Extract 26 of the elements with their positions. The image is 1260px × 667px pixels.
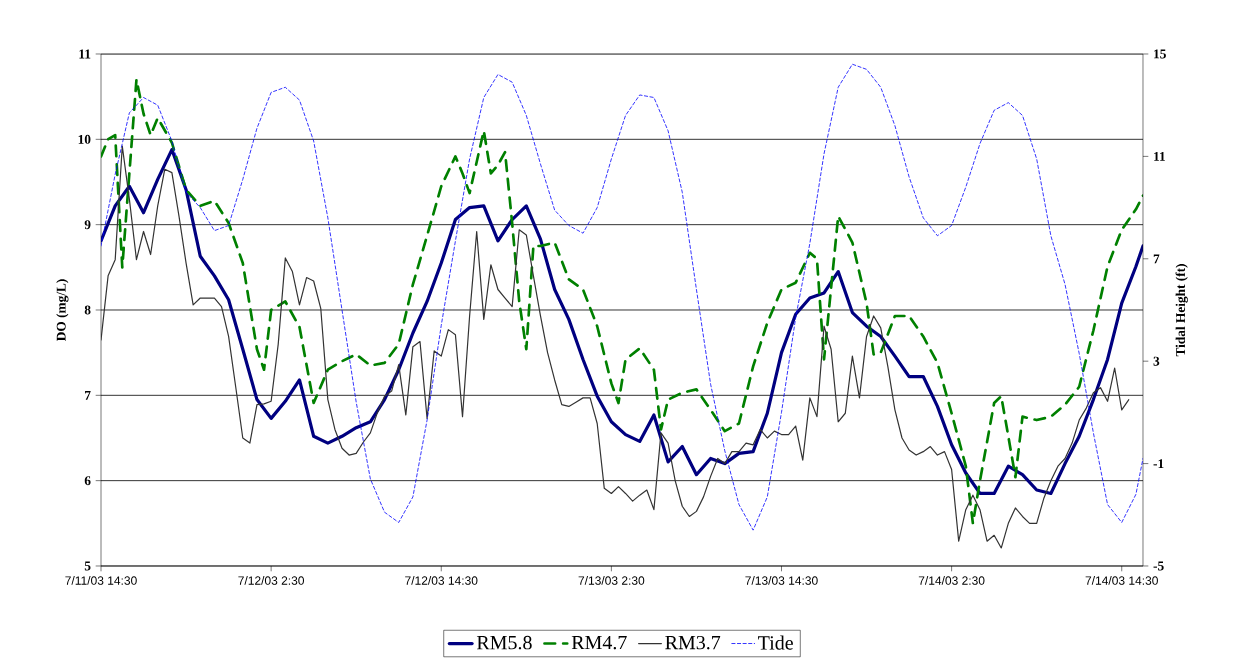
x-tick-label: 7/13/03 14:30: [745, 576, 818, 585]
x-tick-label: 7/11/03 14:30: [65, 576, 137, 585]
x-tick-label: 7/12/03 14:30: [405, 576, 478, 585]
y-axis-title: DO (mg/L): [56, 279, 69, 342]
y-tick-label: 8: [84, 305, 91, 315]
legend-label: RM4.7: [571, 635, 627, 650]
y-tick-label: 6: [84, 476, 91, 486]
x-tick-label: 7/14/03 2:30: [918, 576, 985, 585]
x-tick-label: 7/12/03 2:30: [238, 576, 305, 585]
y-tick-label: 7: [85, 390, 91, 400]
x-tick-label: 7/14/03 14:30: [1085, 576, 1158, 585]
y-tick-label: 10: [78, 134, 91, 144]
y2-tick-label: 7: [1153, 254, 1160, 264]
y2-tick-label: 15: [1154, 49, 1166, 59]
y2-tick-label: 11: [1154, 151, 1165, 161]
y-tick-label: 5: [84, 561, 91, 571]
y2-axis-title: Tidal Height (ft): [1175, 264, 1188, 357]
legend-label: Tide: [758, 635, 793, 650]
legend-label: RM3.7: [665, 635, 721, 650]
y2-tick-label: -1: [1153, 459, 1164, 468]
legend-label: RM5.8: [476, 635, 532, 650]
x-tick-label: 7/13/03 2:30: [578, 576, 645, 585]
y-tick-label: 9: [84, 220, 91, 230]
y2-tick-label: 3: [1153, 356, 1160, 366]
y2-tick-label: -5: [1153, 561, 1164, 571]
y-tick-label: 11: [79, 49, 91, 59]
